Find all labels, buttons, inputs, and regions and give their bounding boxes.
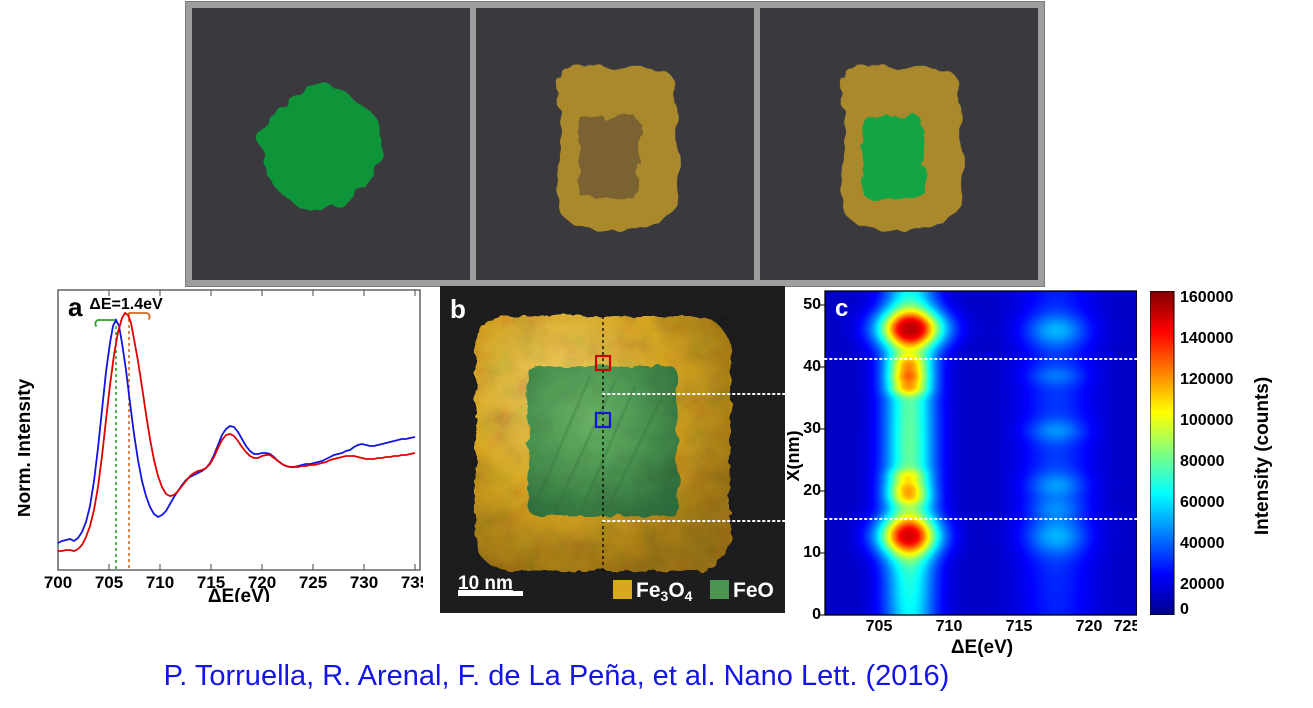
svg-text:Intensity (counts): Intensity (counts): [1252, 377, 1273, 535]
svg-text:FeO: FeO: [733, 579, 774, 602]
svg-text:40: 40: [803, 358, 821, 375]
svg-text:725: 725: [1114, 618, 1137, 635]
svg-text:20000: 20000: [1180, 576, 1225, 593]
svg-text:0: 0: [812, 606, 821, 623]
svg-text:715: 715: [1006, 618, 1033, 635]
svg-text:20: 20: [803, 482, 821, 499]
svg-text:120000: 120000: [1180, 371, 1233, 388]
svg-text:100000: 100000: [1180, 412, 1233, 429]
svg-text:b: b: [450, 294, 466, 324]
svg-text:ΔE=1.4eV: ΔE=1.4eV: [89, 296, 163, 313]
svg-text:80000: 80000: [1180, 453, 1225, 470]
svg-text:40000: 40000: [1180, 535, 1225, 552]
svg-text:c: c: [835, 295, 848, 322]
svg-text:735: 735: [401, 573, 423, 592]
svg-text:705: 705: [866, 618, 893, 635]
svg-text:0: 0: [1180, 601, 1189, 615]
svg-text:10 nm: 10 nm: [458, 573, 513, 594]
svg-text:720: 720: [1076, 618, 1103, 635]
svg-text:140000: 140000: [1180, 330, 1233, 347]
svg-text:X(nm): X(nm): [787, 431, 803, 482]
svg-text:30: 30: [803, 420, 821, 437]
svg-text:Norm. Intensity: Norm. Intensity: [18, 378, 35, 517]
svg-text:705: 705: [95, 573, 123, 592]
svg-text:725: 725: [299, 573, 327, 592]
svg-text:ΔE(eV): ΔE(eV): [951, 637, 1013, 658]
svg-text:160000: 160000: [1180, 291, 1233, 306]
svg-text:60000: 60000: [1180, 494, 1225, 511]
svg-text:10: 10: [803, 544, 821, 561]
svg-text:710: 710: [936, 618, 963, 635]
svg-text:a: a: [68, 292, 83, 322]
svg-text:730: 730: [350, 573, 378, 592]
svg-text:700: 700: [44, 573, 72, 592]
svg-text:710: 710: [146, 573, 174, 592]
svg-text:50: 50: [803, 296, 821, 313]
svg-text:ΔE(eV): ΔE(eV): [208, 586, 270, 602]
